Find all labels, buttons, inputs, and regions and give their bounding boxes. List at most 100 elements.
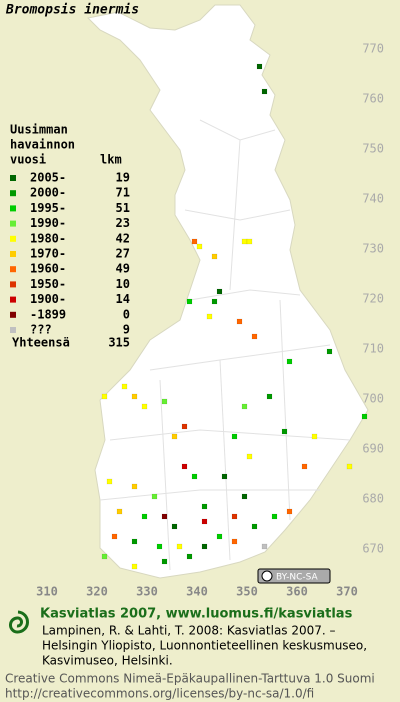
x-tick-label: 340 — [186, 585, 208, 599]
legend-label: 2000- — [30, 186, 66, 200]
legend-label: -1899 — [30, 307, 66, 321]
legend-swatch — [10, 235, 16, 242]
observation-cell — [116, 508, 123, 515]
observation-cell — [216, 288, 223, 295]
observation-cell — [216, 533, 223, 540]
observation-cell — [161, 513, 168, 520]
cc-icon — [261, 570, 273, 582]
observation-cell — [241, 238, 248, 245]
y-tick-label: 690 — [362, 442, 384, 456]
legend-swatch — [10, 296, 16, 303]
legend-swatch — [10, 251, 16, 257]
logo — [9, 610, 29, 634]
legend-count: 71 — [116, 186, 130, 200]
x-tick-label: 350 — [236, 585, 258, 599]
observation-cell — [231, 433, 238, 440]
legend-count-heading: lkm — [100, 153, 122, 167]
legend-count: 42 — [116, 231, 130, 245]
legend-count: 27 — [116, 247, 130, 261]
legend-swatch — [10, 266, 16, 273]
observation-cell — [191, 238, 198, 245]
cc-badge: BY-NC-SA — [257, 568, 331, 584]
observation-cell — [311, 433, 318, 440]
license-url: http://creativecommons.org/licenses/by-n… — [5, 687, 314, 701]
observation-cell — [196, 243, 203, 250]
observation-cell — [106, 478, 113, 485]
legend-label: ??? — [30, 323, 52, 337]
legend-heading: havainnon — [10, 138, 75, 152]
legend-label: 1900- — [30, 292, 66, 306]
legend-swatch — [10, 175, 16, 181]
y-tick-label: 700 — [362, 392, 384, 406]
y-tick-label: 720 — [362, 292, 384, 306]
observation-cells — [101, 63, 368, 570]
observation-cell — [186, 553, 193, 560]
x-tick-label: 320 — [86, 585, 108, 599]
legend-label: 1980- — [30, 231, 66, 245]
x-tick-label: 370 — [336, 585, 358, 599]
region-borders — [99, 119, 351, 571]
y-tick-label: 680 — [362, 492, 384, 506]
observation-cell — [266, 393, 273, 400]
legend-count: 23 — [116, 216, 130, 230]
legend-count: 10 — [116, 277, 130, 291]
observation-cell — [271, 513, 278, 520]
observation-cell — [251, 523, 258, 530]
observation-cell — [201, 543, 208, 550]
observation-cell — [176, 543, 183, 550]
citation: Kasvimuseo, Helsinki. — [42, 654, 173, 668]
legend-heading: vuosi — [10, 153, 46, 167]
observation-cell — [256, 63, 263, 70]
x-tick-label: 360 — [286, 585, 308, 599]
observation-cell — [211, 298, 218, 305]
observation-cell — [151, 493, 158, 500]
observation-cell — [141, 513, 148, 520]
legend-swatch — [10, 205, 16, 212]
species-title: Bromopsis inermis — [5, 3, 139, 18]
observation-cell — [131, 483, 138, 490]
observation-cell — [281, 428, 288, 435]
observation-cell — [191, 473, 198, 480]
observation-cell — [181, 463, 188, 470]
observation-cell — [161, 398, 168, 405]
legend-swatch — [10, 220, 16, 227]
legend-label: 1960- — [30, 262, 66, 276]
observation-cell — [346, 463, 353, 470]
observation-cell — [286, 508, 293, 515]
legend-label: 1990- — [30, 216, 66, 230]
observation-cell — [101, 553, 108, 560]
observation-cell — [251, 333, 258, 340]
y-tick-label: 730 — [362, 242, 384, 256]
y-tick-label: 740 — [362, 192, 384, 206]
observation-cell — [121, 383, 128, 390]
observation-cell — [171, 523, 178, 530]
legend-swatch — [10, 281, 16, 288]
legend-heading: Uusimman — [10, 123, 68, 137]
badge-box — [257, 568, 331, 584]
x-tick-label: 330 — [136, 585, 158, 599]
observation-cell — [111, 533, 118, 540]
observation-cell — [206, 313, 213, 320]
legend-count: 51 — [116, 201, 130, 215]
y-tick-label: 710 — [362, 342, 384, 356]
observation-cell — [201, 503, 208, 510]
observation-cell — [186, 298, 193, 305]
legend-label: 1950- — [30, 277, 66, 291]
legend-label: 1995- — [30, 201, 66, 215]
observation-cell — [156, 543, 163, 550]
legend-swatch — [10, 311, 16, 318]
observation-cell — [361, 413, 368, 420]
legend-label: 1970- — [30, 247, 66, 261]
observation-cell — [326, 348, 333, 355]
observation-cell — [181, 423, 188, 430]
observation-cell — [261, 88, 268, 95]
legend-count: 9 — [123, 323, 130, 337]
citation: Helsingin Yliopisto, Luonnontieteellinen… — [42, 639, 367, 653]
legend-count: 49 — [116, 262, 130, 276]
observation-cell — [161, 558, 168, 565]
site-title: Kasviatlas 2007, www.luomus.fi/kasviatla… — [40, 607, 353, 622]
observation-cell — [236, 318, 243, 325]
observation-cell — [101, 393, 108, 400]
observation-cell — [246, 238, 253, 245]
observation-cell — [261, 543, 268, 550]
